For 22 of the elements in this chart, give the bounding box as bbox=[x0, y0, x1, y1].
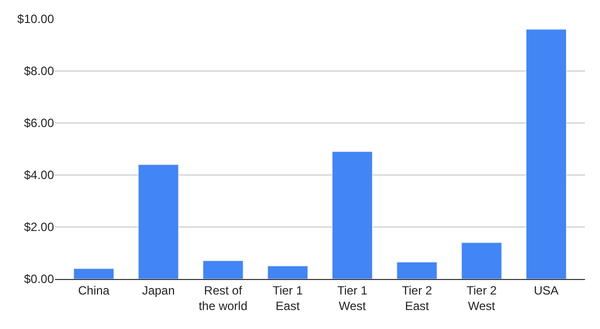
x-tick-label: Tier 2 East bbox=[402, 283, 432, 313]
bar bbox=[332, 151, 373, 279]
y-tick-label: $2.00 bbox=[24, 220, 54, 234]
y-tick-label: $8.00 bbox=[24, 64, 54, 78]
y-tick-label: $10.00 bbox=[17, 12, 54, 26]
bar bbox=[73, 268, 114, 279]
bar bbox=[396, 262, 438, 279]
x-tick-label: Tier 2 West bbox=[466, 283, 498, 313]
bar bbox=[138, 164, 179, 279]
x-tick-label: China bbox=[78, 283, 110, 298]
y-tick-label: $6.00 bbox=[24, 116, 54, 130]
x-tick-label: USA bbox=[534, 283, 559, 298]
x-tick-label: Rest of the world bbox=[198, 283, 248, 313]
y-tick-label: $0.00 bbox=[24, 272, 54, 286]
x-tick-label: Tier 1 West bbox=[337, 283, 368, 313]
x-tick-label: Japan bbox=[142, 283, 175, 298]
bar bbox=[461, 242, 502, 279]
x-tick-label: Tier 1 East bbox=[272, 283, 304, 313]
bar bbox=[526, 29, 567, 279]
bar bbox=[267, 266, 308, 279]
bar bbox=[202, 260, 244, 279]
y-tick-label: $4.00 bbox=[24, 168, 54, 182]
